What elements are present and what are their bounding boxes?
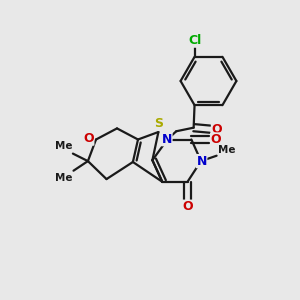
- Text: O: O: [83, 132, 94, 145]
- Text: O: O: [212, 123, 222, 136]
- Text: Me: Me: [55, 173, 73, 183]
- Text: O: O: [182, 200, 193, 213]
- Text: Me: Me: [55, 142, 72, 152]
- Text: S: S: [154, 117, 163, 130]
- Text: Me: Me: [218, 145, 235, 155]
- Text: N: N: [196, 154, 207, 168]
- Text: N: N: [162, 133, 172, 146]
- Text: O: O: [211, 133, 221, 146]
- Text: Cl: Cl: [188, 34, 201, 47]
